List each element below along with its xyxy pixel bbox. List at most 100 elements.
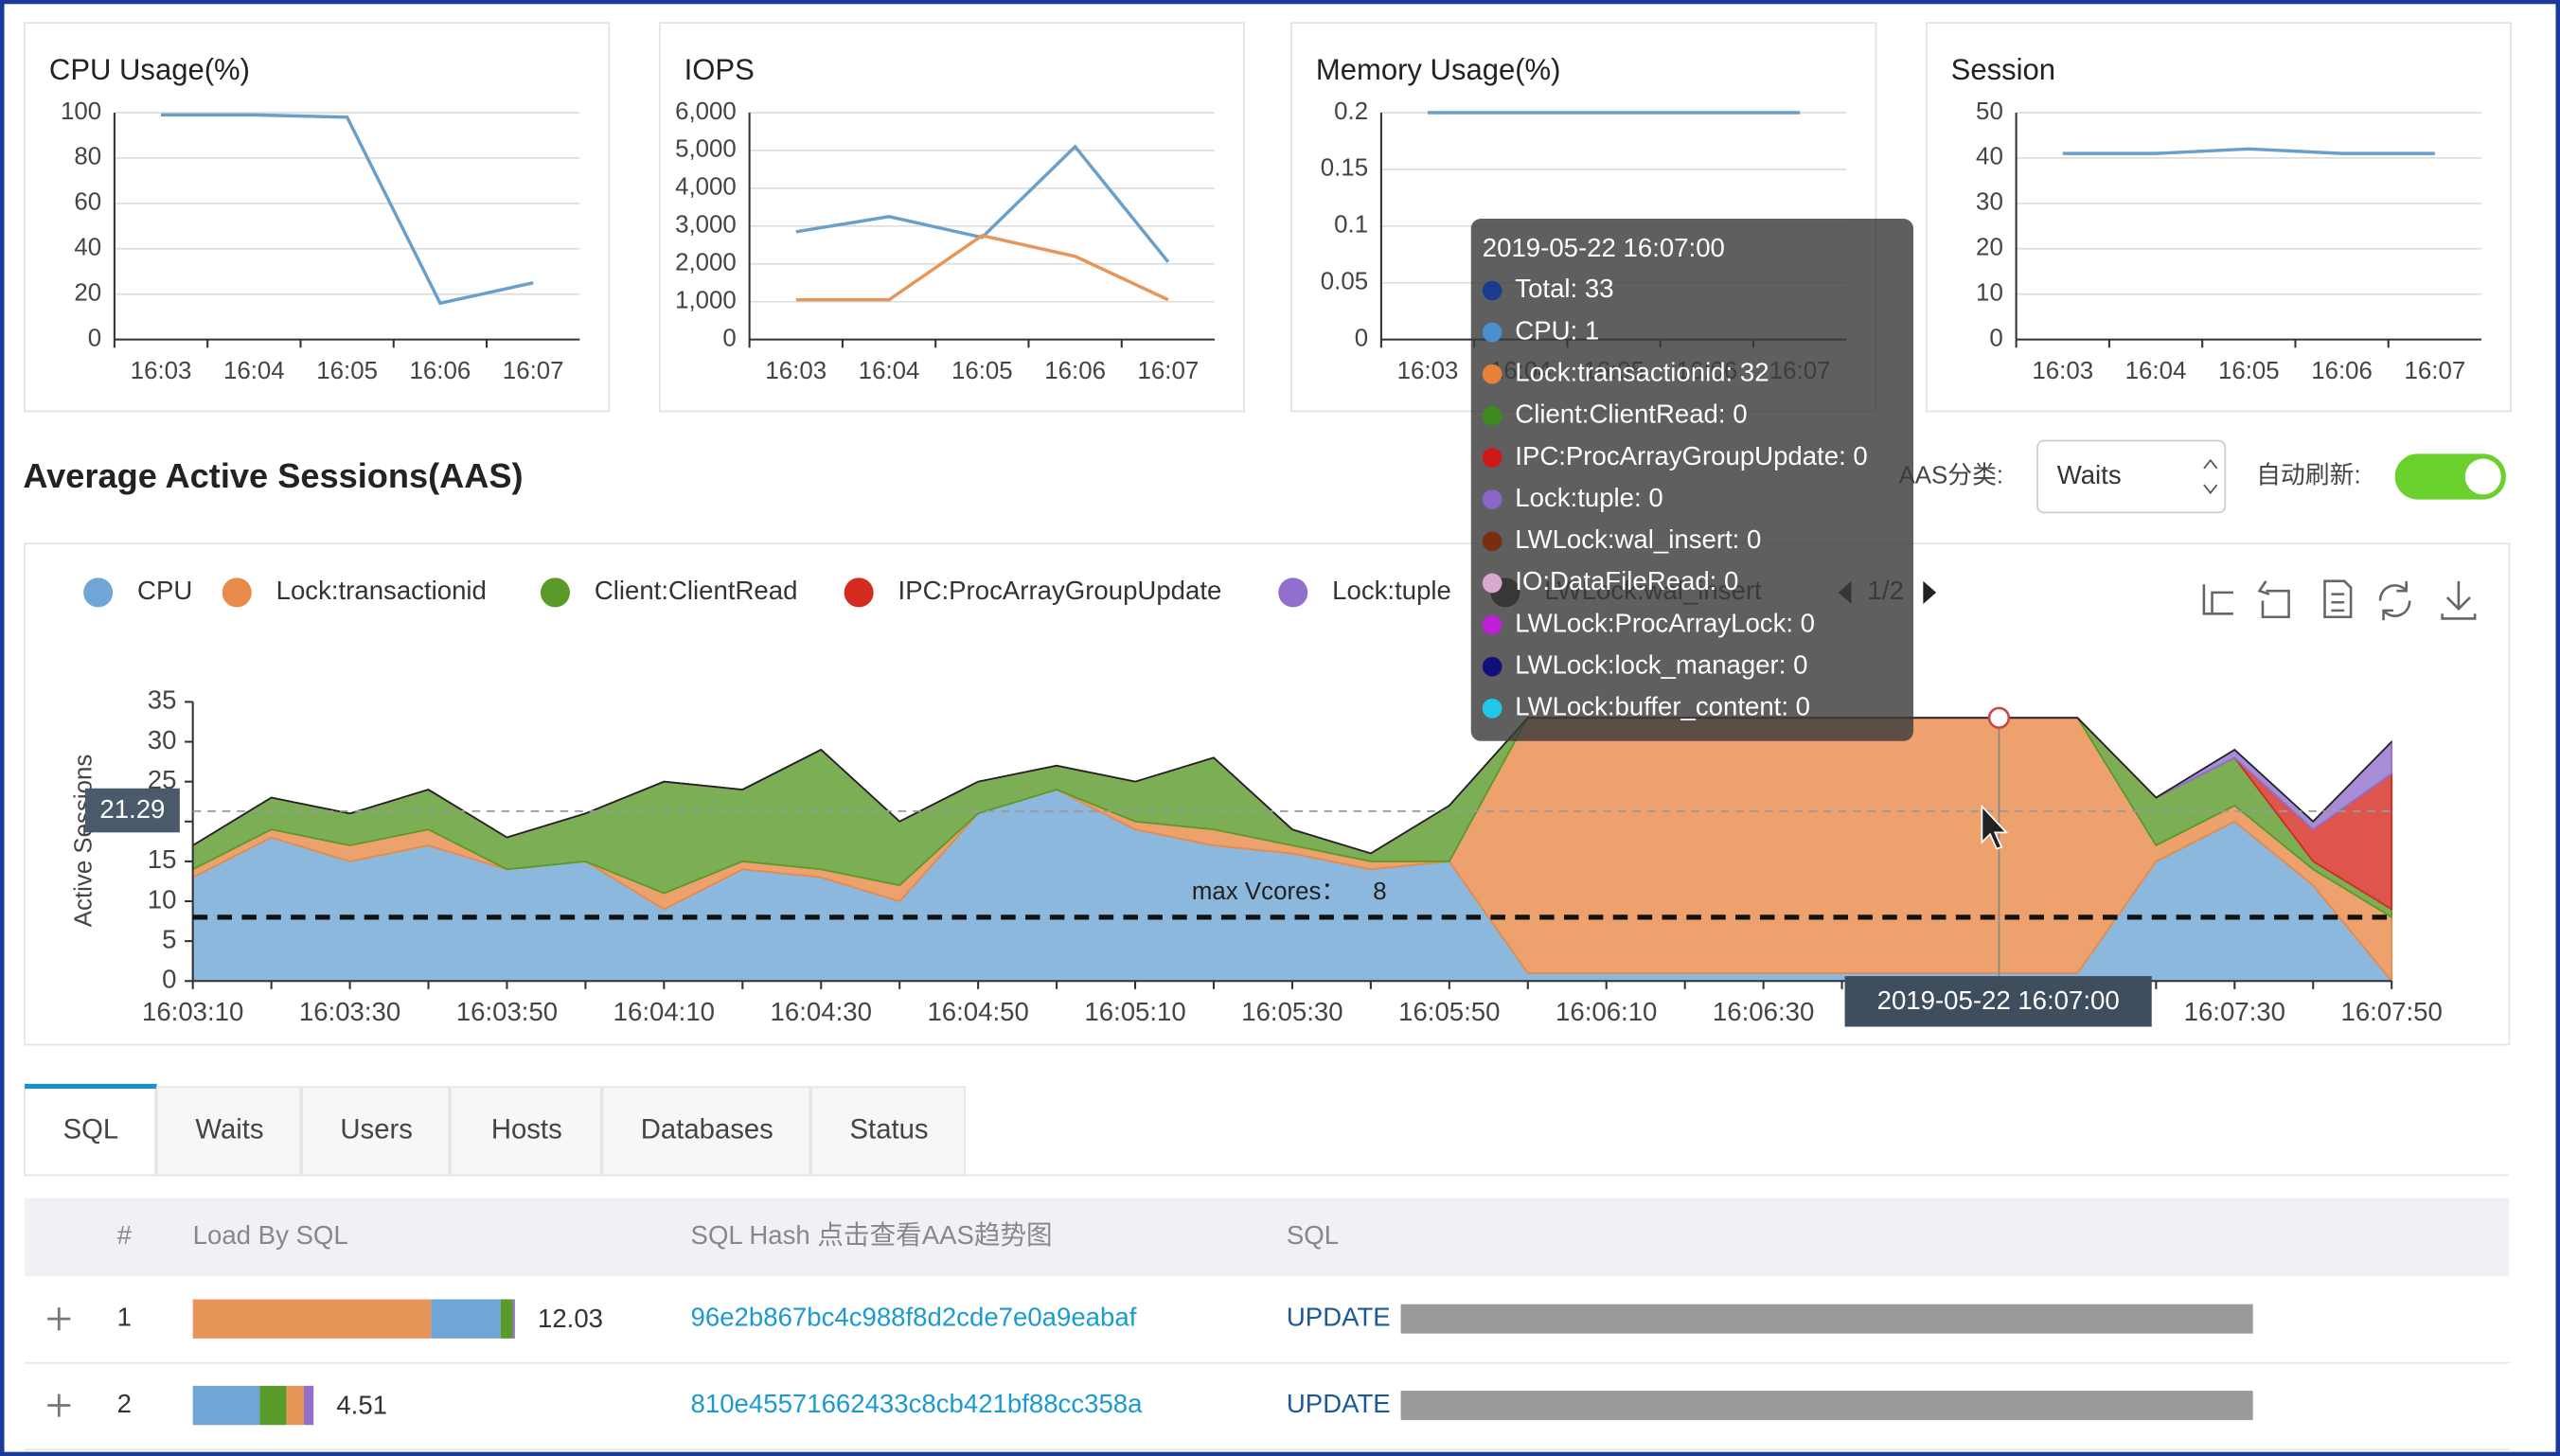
x-tick-label: 16:03	[1397, 358, 1459, 384]
expand-icon[interactable]	[47, 1394, 71, 1417]
x-tick-label: 16:04:30	[771, 997, 872, 1026]
line-series	[2062, 147, 2435, 155]
column-header: Load By SQL	[193, 1220, 348, 1250]
toggle-knob	[2464, 458, 2501, 495]
panel-title: IOPS	[684, 53, 755, 86]
tooltip-item: IO:DataFileRead: 0	[1515, 566, 1738, 595]
tooltip-dot	[1482, 489, 1502, 509]
legend-label: Lock:tuple	[1332, 576, 1451, 605]
panel-title: Memory Usage(%)	[1316, 53, 1561, 86]
tooltip-title: 2019-05-22 16:07:00	[1483, 233, 1725, 262]
column-header: #	[117, 1220, 133, 1250]
tooltip-dot	[1482, 614, 1502, 635]
tooltip-dot	[1482, 364, 1502, 384]
y-tick-label: 30	[1976, 189, 2003, 216]
data-icon[interactable]	[2323, 579, 2353, 619]
y-tick-label: 50	[1976, 98, 2003, 125]
tooltip-dot	[1482, 656, 1502, 677]
y-tick-label: 35	[148, 685, 177, 715]
y-tick-label: 2,000	[675, 250, 737, 276]
tab-label: SQL	[63, 1114, 119, 1145]
x-tick-label: 16:05:30	[1241, 997, 1342, 1026]
y-axis-label: Active Sessions	[71, 755, 98, 928]
y-tick-label: 0	[1989, 325, 2002, 351]
y-tick-label: 10	[148, 884, 177, 914]
legend-dot	[1278, 577, 1308, 608]
tooltip-item: Lock:tuple: 0	[1515, 483, 1662, 512]
line-series	[161, 113, 534, 306]
vcores-label: max Vcores：	[1192, 879, 1345, 905]
sql-hash[interactable]: 810e45571662433c8cb421bf88cc358a	[691, 1389, 1144, 1418]
table: # Load By SQL SQL Hash 点击查看AAS趋势图 SQL 1 12.03…	[25, 1220, 2510, 1450]
column-header: SQL Hash 点击查看AAS趋势图	[691, 1220, 1053, 1250]
x-tick-label: 16:05:50	[1398, 997, 1500, 1026]
x-tick-label: 16:07	[503, 358, 564, 384]
x-tick-label: 16:03:50	[456, 997, 558, 1026]
x-tick-label: 16:07:50	[2341, 997, 2443, 1026]
y-tick-label: 20	[1976, 235, 2003, 261]
y-tick-label: 4,000	[675, 174, 737, 201]
x-tick-label: 16:06:30	[1713, 997, 1814, 1026]
legend-next[interactable]	[1923, 580, 1937, 604]
refresh-icon[interactable]	[2378, 580, 2411, 621]
legend-label: CPU	[137, 576, 192, 605]
load-segment	[286, 1385, 305, 1426]
tooltip-item: LWLock:wal_insert: 0	[1515, 524, 1761, 554]
load-segment	[512, 1299, 515, 1339]
x-tick-label: 16:06:10	[1556, 997, 1657, 1026]
download-icon[interactable]	[2441, 580, 2477, 620]
tooltip-dot	[1482, 322, 1502, 343]
legend-dot	[540, 577, 570, 608]
row-index: 1	[117, 1302, 132, 1331]
x-tick-label: 16:04:50	[927, 997, 1028, 1026]
tab[interactable]	[601, 1086, 811, 1177]
x-tick-label: 16:03:30	[299, 997, 400, 1026]
y-tick-label: 20	[74, 280, 101, 307]
x-tick-label: 16:04	[223, 358, 285, 384]
y-tick-label: 0.2	[1334, 98, 1368, 125]
tooltip-dot	[1482, 698, 1502, 719]
tab[interactable]	[810, 1086, 967, 1177]
x-tick-label: 16:04:10	[613, 997, 715, 1026]
zoom-icon[interactable]	[2202, 584, 2233, 615]
tooltip-item: Client:ClientRead: 0	[1515, 400, 1747, 429]
y-tick-label: 0	[88, 325, 101, 351]
category-value: Waits	[2057, 460, 2122, 489]
tabs: SQL Waits Users Hosts Databases Status	[24, 1083, 967, 1177]
tab[interactable]	[24, 1086, 156, 1177]
tab-indicator	[25, 1083, 157, 1090]
sql-hash[interactable]: 96e2b867bc4c988f8d2cde7e0a9eabaf	[691, 1302, 1137, 1331]
tab-label: Waits	[195, 1114, 263, 1145]
y-tick-label: 0	[162, 965, 176, 994]
tooltip-item: LWLock:buffer_content: 0	[1515, 692, 1810, 721]
tooltip-dot	[1482, 531, 1502, 552]
category-select[interactable]	[2036, 439, 2227, 514]
tab-label: Users	[340, 1114, 413, 1145]
load-segment	[304, 1385, 314, 1426]
table-header	[25, 1198, 2510, 1277]
hover-badge	[1844, 976, 2152, 1027]
tab[interactable]	[301, 1086, 451, 1177]
tab-label: Databases	[641, 1114, 773, 1145]
legend-label: Client:ClientRead	[595, 576, 798, 605]
tooltip-item: CPU: 1	[1515, 315, 1599, 345]
legend-dot	[844, 577, 874, 608]
legend-dot	[83, 577, 114, 608]
line-series	[795, 233, 1169, 302]
undo-icon[interactable]	[2257, 580, 2290, 619]
y-tick-label: 0.05	[1321, 269, 1368, 295]
toolbar	[2202, 579, 2477, 621]
y-tick-label: 40	[1976, 144, 2003, 170]
y-tick-label: 15	[148, 844, 177, 874]
expand-icon[interactable]	[47, 1307, 71, 1331]
y-tick-label: 1,000	[675, 288, 737, 314]
aas-chart: 05101520253035Active Sessions16:03:1016:…	[71, 219, 2443, 1027]
hover-label: 2019-05-22 16:07:00	[1877, 985, 2120, 1015]
load-segment	[192, 1299, 432, 1339]
redacted	[1400, 1391, 2253, 1421]
x-tick-label: 16:06	[1044, 358, 1106, 384]
row-index: 2	[117, 1389, 132, 1418]
load-segment	[431, 1299, 501, 1339]
column-header: SQL	[1287, 1220, 1339, 1250]
